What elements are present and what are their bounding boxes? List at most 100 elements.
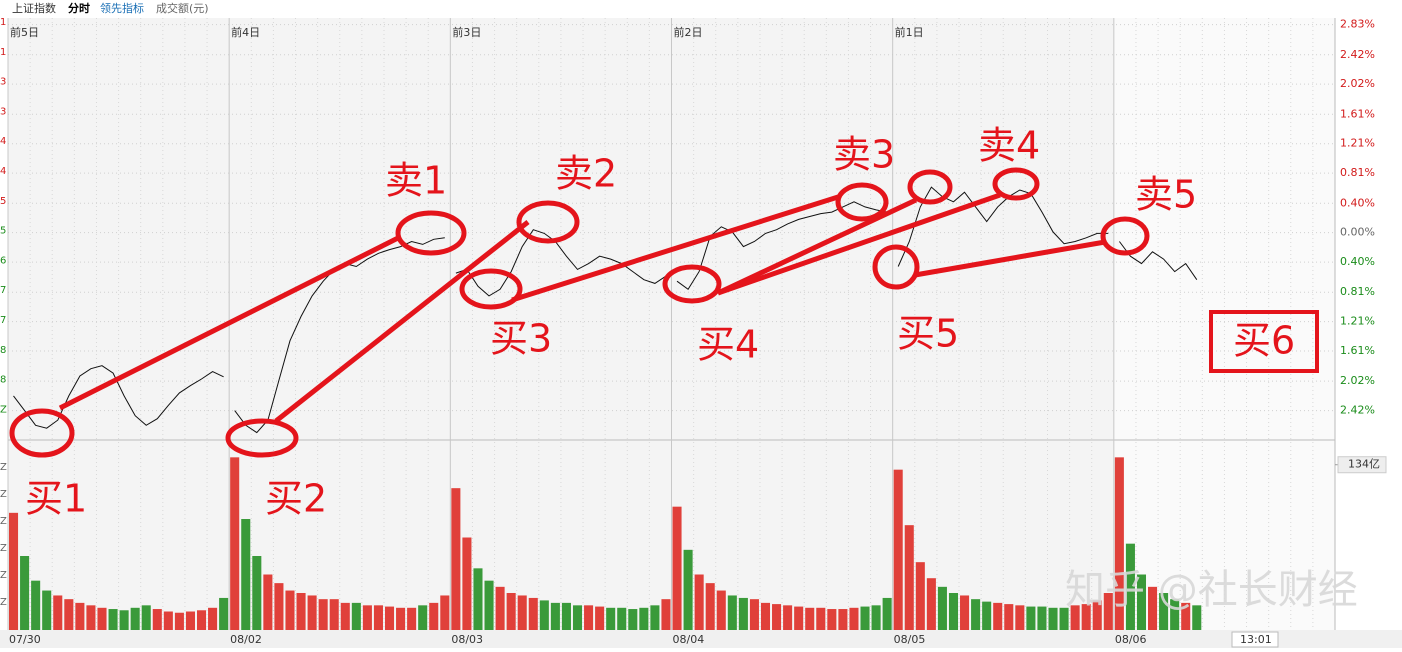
labels: 2.83% 2.42% 2.02% 1.61% 1.21% 0.81% 0.40% 0.00%… [0, 17, 1387, 648]
left-axis-label: 8 [0, 345, 6, 356]
volume-bar [42, 590, 52, 630]
y-tick-label: 0.40% [1340, 196, 1375, 209]
volume-bar [694, 574, 704, 630]
buy-label: 买4 [697, 323, 759, 367]
time-bar [0, 630, 1402, 648]
volume-bar [1037, 606, 1047, 630]
left-axis-label: 4 [0, 166, 6, 177]
volume-bar [705, 583, 715, 630]
volume-bar [904, 525, 914, 630]
day-label: 前2日 [674, 25, 703, 39]
mode-tab[interactable]: 分时 [68, 1, 90, 15]
volume-tick-label: 134亿 [1348, 458, 1380, 471]
volume-bar [772, 604, 782, 630]
volume-bar [738, 597, 748, 630]
volume-bar [1059, 607, 1069, 630]
left-axis-label: 1 [0, 47, 6, 58]
left-axis-label: Z [0, 516, 7, 527]
volume-bar [1192, 605, 1202, 630]
connector [914, 239, 1106, 278]
annotation-shapes [9, 167, 1319, 458]
volume-bar [1159, 593, 1169, 630]
volume-bar [130, 607, 140, 630]
volume-bar [805, 607, 815, 630]
volume-bar [31, 580, 41, 630]
connector [716, 197, 918, 296]
volume-bar [20, 556, 30, 630]
time-label: 13:01 [1240, 633, 1272, 646]
volume-label-box [1337, 456, 1387, 474]
volume-bar [86, 605, 96, 630]
grid [7, 18, 1340, 630]
volume-bar [993, 602, 1003, 630]
circle [907, 169, 953, 205]
volume-bar [285, 590, 295, 630]
volume-bars [9, 457, 1202, 630]
volume-bar [584, 605, 594, 630]
y-tick-label: 2.83% [1340, 18, 1375, 31]
volume-bar [495, 586, 505, 630]
left-axis-label: 5 [0, 226, 6, 237]
volume-bar [794, 606, 804, 630]
y-tick-label: 1.21% [1340, 315, 1375, 328]
volume-bar [528, 597, 538, 630]
y-tick-label: 0.81% [1340, 285, 1375, 298]
volume-bar [539, 600, 549, 630]
watermark: 知乎 @社长财经 [1065, 567, 1358, 613]
today-area [1114, 18, 1335, 630]
volume-bar [351, 602, 361, 630]
volume-bar [407, 607, 417, 630]
date-label: 08/02 [230, 633, 262, 646]
connector [58, 234, 402, 411]
left-axis-label: 4 [0, 136, 6, 147]
history-area [8, 18, 1114, 630]
volume-bar [683, 549, 693, 630]
volume-bar [1181, 602, 1191, 630]
volume-bar [440, 595, 450, 630]
circle [1100, 216, 1150, 256]
volume-bar [340, 602, 350, 630]
circle [395, 210, 467, 256]
volume-bar [473, 568, 483, 630]
volume-bar [75, 602, 85, 630]
left-axis-label: Z [0, 543, 7, 554]
buy-label: 买5 [897, 312, 959, 356]
volume-bar [561, 602, 571, 630]
volume-bar [119, 610, 129, 630]
volume-bar [1004, 604, 1014, 630]
amount-tab[interactable]: 成交额(元) [156, 1, 209, 15]
volume-bar [185, 611, 195, 630]
left-axis-label: 3 [0, 106, 6, 117]
volume-bar [937, 586, 947, 630]
volume-bar [1170, 599, 1180, 630]
sell-label: 卖2 [555, 152, 617, 196]
volume-bar [517, 595, 527, 630]
volume-bar [1081, 604, 1091, 630]
volume-bar [948, 593, 959, 630]
y-tick-label: 2.02% [1340, 374, 1375, 387]
day-label: 前3日 [452, 25, 481, 39]
volume-bar [1015, 605, 1025, 630]
circle [516, 200, 580, 244]
indicator-tab[interactable]: 领先指标 [100, 1, 144, 15]
price-line [897, 186, 1109, 267]
date-label: 07/30 [9, 633, 41, 646]
volume-bar [307, 595, 317, 630]
volume-bar [1048, 607, 1058, 630]
volume-bar [219, 597, 229, 630]
volume-bar [838, 609, 848, 630]
volume-bar [451, 488, 461, 630]
volume-bar [152, 609, 162, 630]
volume-bar [1103, 593, 1113, 630]
buy-label: 买2 [265, 477, 327, 521]
left-axis-label: 1 [0, 17, 6, 28]
volume-bar [606, 607, 616, 630]
time-box [1231, 631, 1279, 648]
volume-bar [462, 537, 472, 630]
left-axis-label: Z [0, 462, 7, 473]
connector [511, 194, 839, 303]
circle [459, 268, 523, 310]
circle [9, 408, 75, 458]
price-line [13, 365, 224, 429]
